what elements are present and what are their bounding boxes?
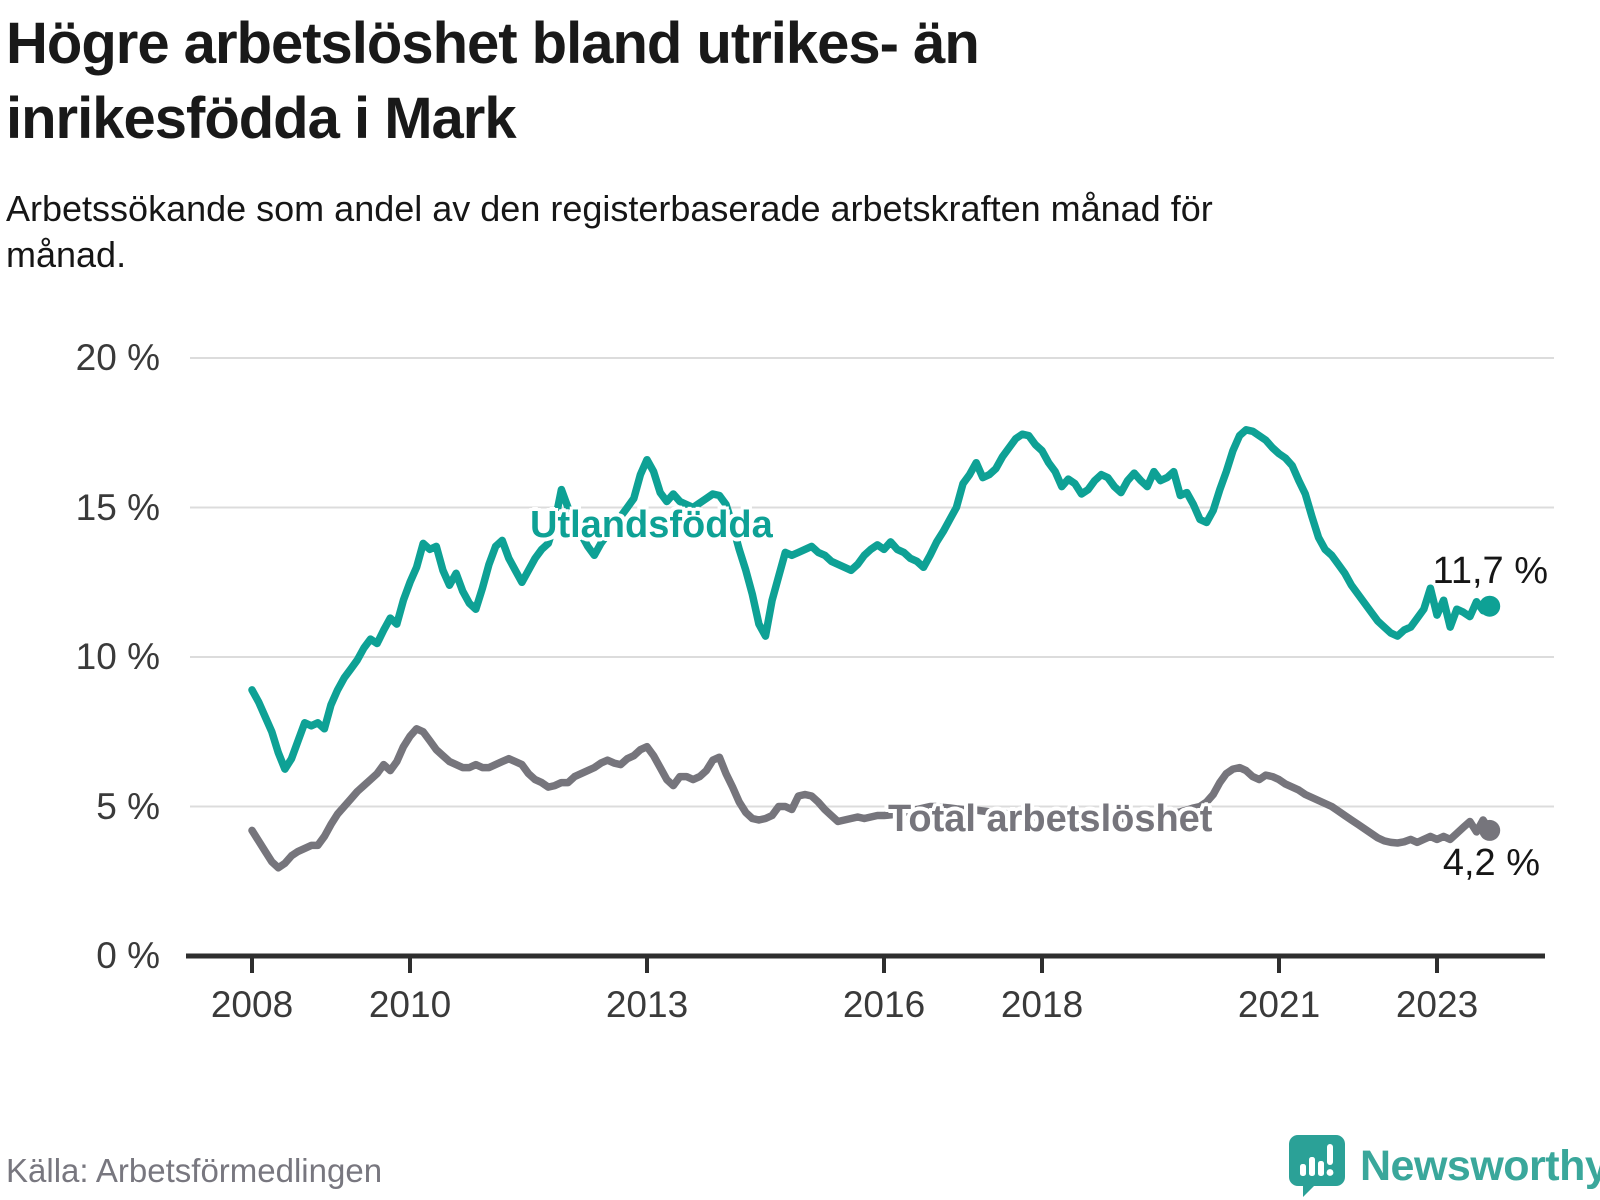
logo-bar-mid (1318, 1161, 1324, 1176)
series-label-utlandsfodda: Utlandsfödda (530, 504, 773, 546)
newsworthy-wordmark: Newsworthy (1360, 1142, 1600, 1190)
page-subtitle: Arbetssökande som andel av den registerb… (6, 188, 1213, 275)
x-tick-label: 2021 (1237, 984, 1321, 1025)
y-tick-label: 10 % (75, 636, 160, 677)
series-end-dot-total (1479, 819, 1501, 841)
y-tick-label: 5 % (96, 785, 160, 827)
y-tick-label: 0 % (96, 935, 160, 976)
x-tick-label: 2016 (842, 984, 926, 1025)
series-label-total: Total arbetslöshet (888, 798, 1213, 840)
newsworthy-logo-icon (1289, 1135, 1345, 1197)
x-tick-label: 2008 (210, 984, 294, 1025)
y-tick-label: 15 % (75, 486, 160, 528)
newsworthy-logo: Newsworthy (1288, 1134, 1600, 1198)
source-note: Källa: Arbetsförmedlingen (6, 1152, 383, 1189)
end-value-utlandsfodda: 11,7 % (1432, 550, 1548, 592)
series-path-utlandsfodda (248, 426, 1494, 773)
logo-bar-small (1300, 1164, 1306, 1176)
logo-exclamation-dot (1326, 1169, 1334, 1176)
page-title: Högre arbetslöshet bland utrikes- än inr… (6, 11, 980, 152)
x-tick-label: 2018 (1000, 984, 1084, 1025)
y-tick-label: 20 % (75, 337, 160, 378)
x-tick-label: 2013 (605, 984, 689, 1025)
logo-exclamation-bar (1327, 1144, 1333, 1165)
x-tick-label: 2010 (368, 984, 452, 1025)
series-end-dot-utlandsfodda (1479, 595, 1501, 617)
x-tick-label: 2023 (1395, 984, 1479, 1025)
logo-bar-tall (1309, 1157, 1315, 1176)
end-value-total: 4,2 % (1442, 842, 1540, 884)
series-path-total (248, 725, 1494, 872)
